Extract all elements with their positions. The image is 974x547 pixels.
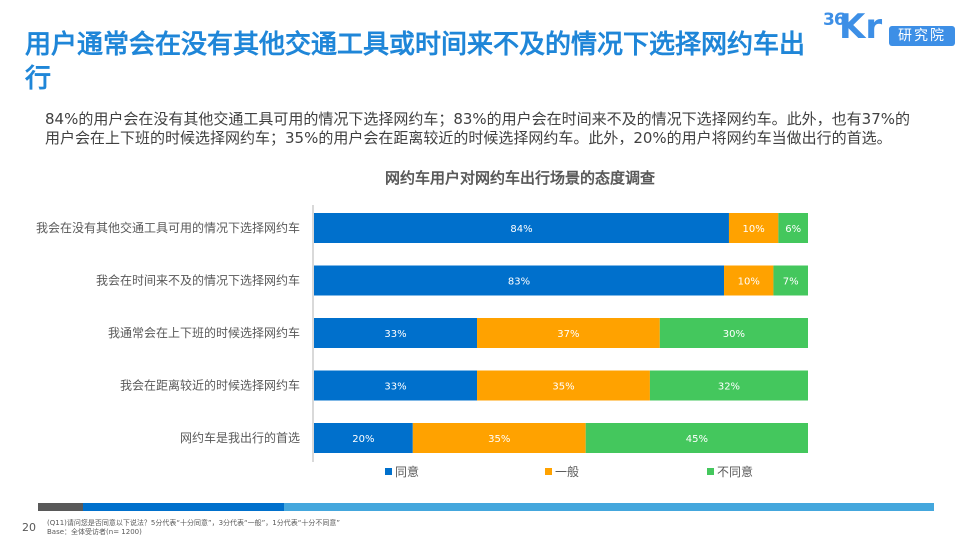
bar-segment xyxy=(778,213,808,243)
bar-segment xyxy=(773,265,808,296)
bar-data-label: 7% xyxy=(783,277,799,288)
bar-data-label: 84% xyxy=(510,224,532,235)
bar-data-label: 35% xyxy=(552,382,574,393)
bar-data-label: 45% xyxy=(686,434,708,445)
bar-segments xyxy=(314,213,808,453)
legend-swatch xyxy=(545,468,552,475)
category-label: 我通常会在上下班的时候选择网约车 xyxy=(108,325,300,340)
brand-logo: 36 Kr 研究院 xyxy=(823,8,963,48)
stacked-bar-chart: 我会在没有其他交通工具可用的情况下选择网约车我会在时间来不及的情况下选择网约车我… xyxy=(36,205,808,479)
bar-segment xyxy=(314,318,478,348)
bar-data-label: 20% xyxy=(352,434,374,445)
legend-label: 一般 xyxy=(555,464,579,479)
category-label: 我会在没有其他交通工具可用的情况下选择网约车 xyxy=(36,220,300,235)
bar-data-label: 33% xyxy=(384,382,406,393)
bar-segment xyxy=(724,265,774,296)
footer-bar-gray xyxy=(38,503,83,511)
category-label: 我会在时间来不及的情况下选择网约车 xyxy=(96,273,300,288)
bar-data-label: 10% xyxy=(743,224,765,235)
category-label: 网约车是我出行的首选 xyxy=(180,430,300,445)
footnote: (Q11)请问您是否同意以下说法？5分代表“十分同意”，3分代表“一般”，1分代… xyxy=(47,519,340,537)
bar-segment xyxy=(659,318,808,348)
bar-segment xyxy=(477,318,660,348)
footer-bar-blue xyxy=(83,503,284,511)
category-label: 我会在距离较近的时候选择网约车 xyxy=(120,378,300,393)
bar-data-label: 37% xyxy=(557,329,579,340)
bar-segment xyxy=(649,370,808,401)
bar-segment xyxy=(412,423,586,453)
bar-data-labels: 84% 10% 6% 83% 10% 7% 33% 37% 30% 33% 35% 32% 20% 35%… xyxy=(352,224,801,445)
bar-segment xyxy=(477,370,650,401)
bar-data-label: 32% xyxy=(718,382,740,393)
logo-number: 36 xyxy=(823,10,846,30)
bar-segment xyxy=(728,213,779,243)
legend-swatch xyxy=(707,468,714,475)
logo-letters: Kr xyxy=(839,7,883,47)
logo-badge: 研究院 xyxy=(889,26,955,46)
base-note: Base：全体受访者(n= 1200) xyxy=(47,528,142,536)
bar-data-label: 83% xyxy=(508,277,530,288)
legend-swatch xyxy=(385,468,392,475)
chart-title: 网约车用户对网约车出行场景的态度调查 xyxy=(384,169,655,187)
bar-segment xyxy=(314,265,725,296)
description-text: 84%的用户会在没有其他交通工具可用的情况下选择网约车；83%的用户会在时间来不… xyxy=(45,110,911,147)
legend-label: 同意 xyxy=(395,464,419,479)
chart-legend: 同意 一般 不同意 xyxy=(385,464,753,479)
bar-data-label: 6% xyxy=(785,224,801,235)
bar-data-label: 33% xyxy=(384,329,406,340)
bar-segment xyxy=(585,423,808,453)
bar-segment xyxy=(314,423,413,453)
category-labels: 我会在没有其他交通工具可用的情况下选择网约车我会在时间来不及的情况下选择网约车我… xyxy=(36,220,300,445)
bar-data-label: 35% xyxy=(488,434,510,445)
bar-segment xyxy=(314,213,729,243)
page-number: 20 xyxy=(22,521,36,534)
question-note: (Q11)请问您是否同意以下说法？5分代表“十分同意”，3分代表“一般”，1分代… xyxy=(47,519,340,527)
page-title: 用户通常会在没有其他交通工具或时间来不及的情况下选择网约车出行 xyxy=(25,30,806,94)
bar-data-label: 10% xyxy=(738,277,760,288)
bar-data-label: 30% xyxy=(723,329,745,340)
bar-segment xyxy=(314,370,478,401)
legend-label: 不同意 xyxy=(717,464,753,479)
footer-bar-light-blue xyxy=(284,503,934,511)
